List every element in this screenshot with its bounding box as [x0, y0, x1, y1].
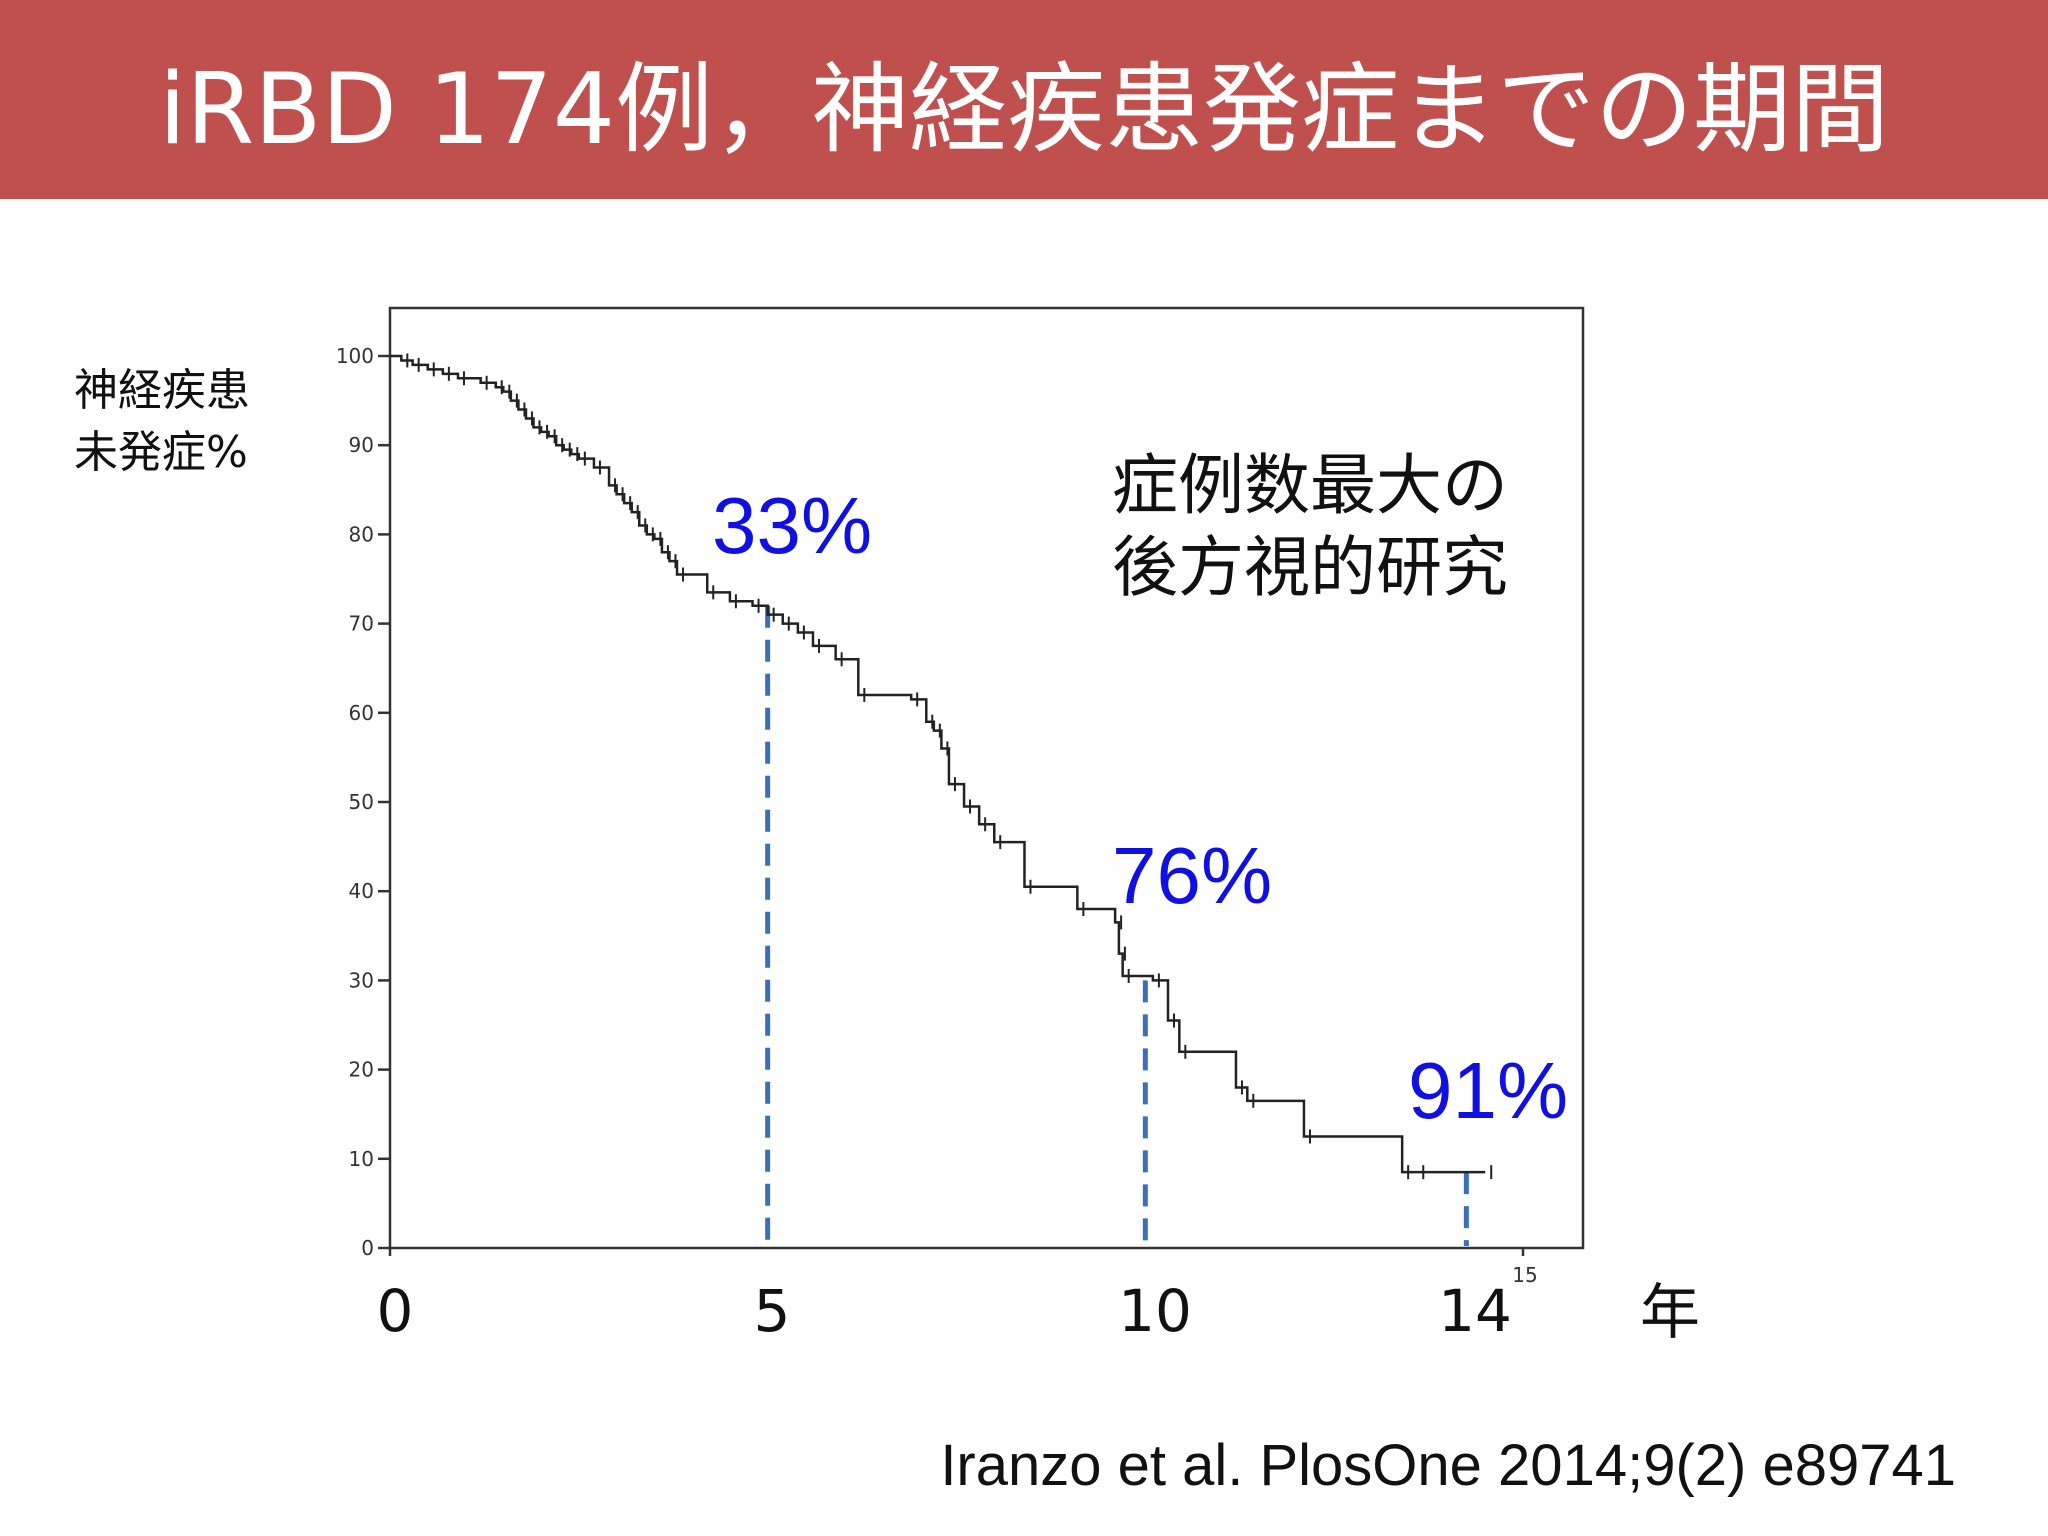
study-note-line-2: 後方視的研究	[1112, 529, 1508, 606]
annotation-10yr: 76%	[1112, 831, 1273, 920]
x-tick-label-10: 10	[1118, 1277, 1192, 1345]
y-axis-label: 神経疾患 未発症%	[74, 360, 250, 484]
plot-frame	[388, 306, 1585, 1250]
citation: Iranzo et al. PlosOne 2014;9(2) e89741	[940, 1433, 1956, 1498]
y-tick-label: 40	[349, 879, 374, 903]
study-note: 症例数最大の 後方視的研究	[1112, 445, 1508, 609]
y-tick-label: 80	[349, 522, 374, 546]
y-axis-label-line-2: 未発症%	[74, 427, 248, 478]
y-axis-label-line-1: 神経疾患	[74, 365, 250, 416]
y-tick-label: 30	[349, 968, 374, 992]
y-tick-label: 100	[336, 344, 374, 368]
y-tick-label: 0	[361, 1236, 374, 1260]
x-tick-label-small: 15	[1512, 1263, 1537, 1287]
y-tick-label: 50	[349, 790, 374, 814]
y-tick-label: 90	[349, 433, 374, 457]
x-tick-label-0: 0	[376, 1277, 414, 1345]
x-tick-label-14: 14	[1438, 1277, 1512, 1345]
annotation-5yr: 33%	[712, 481, 873, 570]
y-tick-label: 10	[349, 1147, 374, 1171]
x-tick-label-5: 5	[753, 1277, 791, 1345]
slide-title: iRBD 174例，神経疾患発症までの期間	[158, 53, 1890, 167]
title-banner	[0, 0, 2048, 199]
annotation-14yr: 91%	[1408, 1046, 1569, 1135]
y-tick-label: 60	[349, 701, 374, 725]
y-tick-label: 70	[349, 612, 374, 636]
y-tick-label: 20	[349, 1058, 374, 1082]
study-note-line-1: 症例数最大の	[1112, 447, 1508, 524]
x-axis-unit: 年	[1640, 1278, 1700, 1348]
survival-curve	[390, 354, 1486, 1174]
